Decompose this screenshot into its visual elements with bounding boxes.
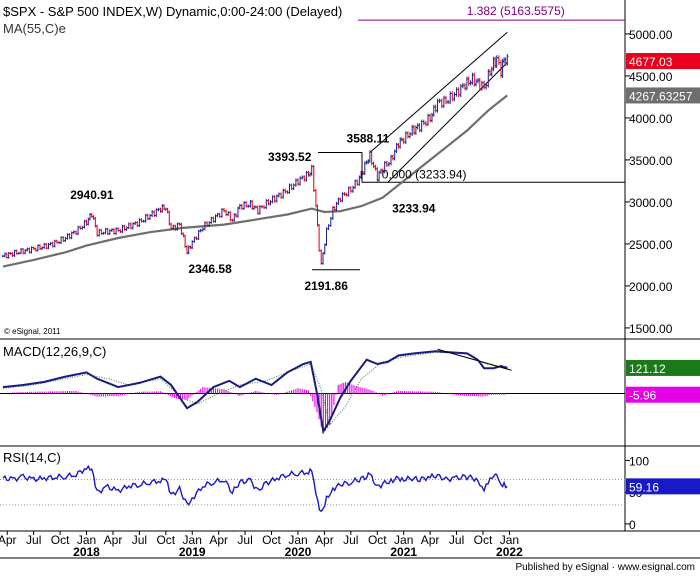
x-year-label: 2018: [73, 545, 100, 559]
price-annotation: 1.382 (5163.5575): [467, 4, 565, 18]
rsi-y-tick-label: 0: [629, 518, 636, 532]
macd-value-tag-box: [626, 359, 700, 376]
x-month-label: Oct: [262, 533, 281, 547]
x-year-label: 2019: [179, 545, 206, 559]
channel-upper-line: [369, 31, 508, 153]
x-month-label: Apr: [0, 533, 17, 547]
price-panel: 1500.00 2000.00 2500.00 3000.00 3500.00 4000.…: [1, 4, 700, 336]
macd-panel: 121.12 -5.96: [0, 348, 700, 435]
x-month-label: Apr: [421, 533, 440, 547]
x-month-label: Apr: [315, 533, 334, 547]
x-month-label: Apr: [209, 533, 228, 547]
price-annotation: 3233.94: [392, 201, 436, 215]
rsi-panel: 05010059.16: [0, 454, 700, 532]
x-year-label: 2021: [390, 545, 417, 559]
x-month-label: Oct: [474, 533, 493, 547]
x-month-label: Jan: [500, 533, 519, 547]
price-y-tick-label: 4500.00: [629, 70, 673, 84]
x-axis: Apr Jul Oct Jan Apr Jul Oct Jan Apr Jul Oct Jan Apr J…: [0, 531, 523, 559]
last-price-tag-box: [626, 53, 700, 70]
channel-lower-line: [387, 62, 508, 183]
price-annotation: 2191.86: [305, 279, 349, 293]
x-month-label: Jan: [77, 533, 96, 547]
ma-indicator-label: MA(55,C)e: [3, 21, 66, 36]
last-price-tag: 4677.03: [629, 55, 673, 69]
macd-hist-value-tag-box: [626, 386, 700, 403]
x-month-label: Jul: [26, 533, 41, 547]
price-y-tick-label: 2500.00: [629, 238, 673, 252]
ma-value-tag-box: [626, 87, 700, 104]
price-annotation: 2346.58: [188, 262, 232, 276]
esignal-watermark: © eSignal, 2011: [4, 327, 61, 336]
macd-hist-value-tag: -5.96: [629, 389, 657, 403]
ma-line: [2, 94, 508, 268]
price-y-tick-label: 5000.00: [629, 28, 673, 42]
x-month-label: Jan: [183, 533, 202, 547]
rsi-value-tag: 59.16: [629, 480, 659, 494]
footer-credit: Published by eSignal · www.esignal.com: [515, 562, 695, 573]
x-month-label: Jul: [343, 533, 358, 547]
x-month-label: Apr: [104, 533, 123, 547]
x-month-label: Jan: [288, 533, 307, 547]
price-annotation: 3588.11: [347, 132, 390, 146]
price-y-tick-label: 3500.00: [629, 154, 673, 168]
x-year-label: 2020: [285, 545, 312, 559]
x-month-label: Oct: [156, 533, 175, 547]
rsi-value-tag-box: [626, 478, 700, 495]
macd-value-tag: 121.12: [629, 362, 666, 376]
x-month-label: Jul: [132, 533, 147, 547]
price-y-tick-label: 1500.00: [629, 322, 673, 336]
price-annotation: 0.000 (3233.94): [382, 167, 467, 181]
x-month-label: Jul: [449, 533, 464, 547]
price-y-tick-label: 2000.00: [629, 280, 673, 294]
price-y-tick-label: 4000.00: [629, 112, 673, 126]
x-month-label: Jan: [394, 533, 413, 547]
price-annotation: 2940.91: [70, 188, 114, 202]
x-month-label: Oct: [51, 533, 70, 547]
rsi-line: [2, 464, 508, 513]
price-y-tick-label: 3000.00: [629, 196, 673, 210]
rsi-y-tick-label: 100: [629, 454, 649, 468]
x-year-label: 2022: [496, 545, 523, 559]
x-month-label: Jul: [237, 533, 252, 547]
chart-title: $SPX - S&P 500 INDEX,W) Dynamic,0:00-24:…: [3, 4, 342, 19]
rsi-panel-label: RSI(14,C): [3, 450, 61, 465]
macd-panel-label: MACD(12,26,9,C): [3, 344, 106, 359]
macd-trendline: [437, 348, 512, 371]
price-annotation: 3393.52: [268, 150, 312, 164]
x-month-label: Oct: [368, 533, 387, 547]
ma-value-tag: 4267.63257: [629, 89, 693, 103]
